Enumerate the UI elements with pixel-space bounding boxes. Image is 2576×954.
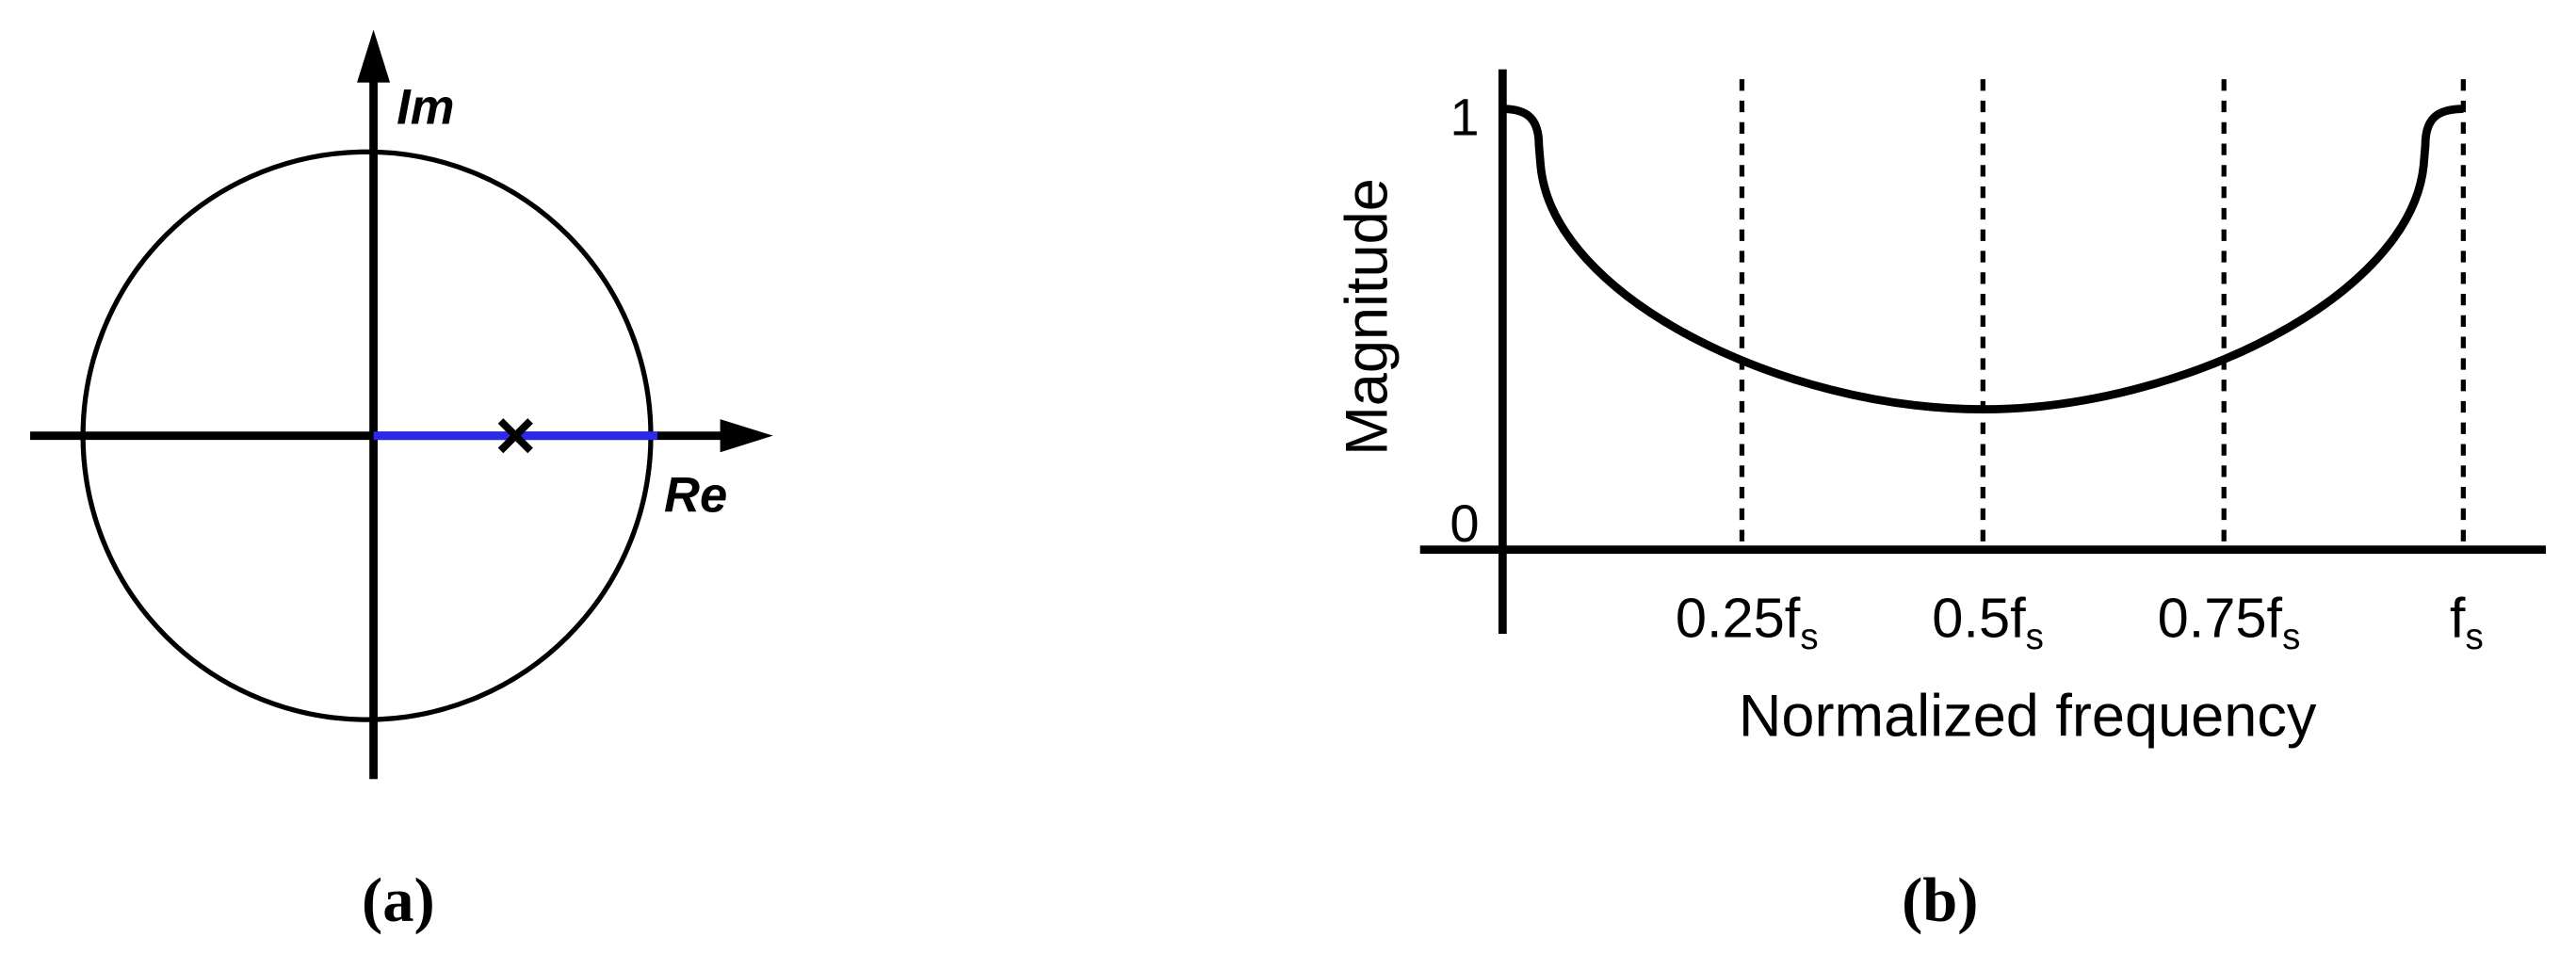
dashed-lines — [1739, 79, 2466, 550]
caption: (a) — [362, 866, 435, 935]
x-tick-label: 0.25fs — [1676, 587, 1819, 657]
tick-main: 0.75f — [2158, 587, 2283, 650]
tick-main: f — [2450, 587, 2466, 650]
magnitude-curve — [1502, 105, 2464, 414]
re-label: Re — [664, 467, 727, 523]
pole-marker — [497, 418, 533, 454]
y-top-label: 1 — [1450, 88, 1479, 147]
x-tick-labels: 0.25fs 0.5fs 0.75fs fs — [1676, 587, 2484, 657]
caption: (b) — [1902, 866, 1978, 935]
tick-main: 0.25f — [1676, 587, 1801, 650]
tick-subscript: s — [1800, 617, 1818, 657]
tick-main: 0.5f — [1932, 587, 2026, 650]
panel-b: 1 0 Magnitude 0.25fs 0.5fs 0.75fs fs Normal… — [1335, 69, 2546, 935]
x-tick-label: 0.5fs — [1932, 587, 2044, 657]
y-axis-label: Magnitude — [1335, 178, 1401, 456]
real-arrow — [720, 419, 773, 453]
im-label: Im — [397, 79, 454, 135]
imag-arrow — [357, 29, 391, 83]
x-tick-label: fs — [2450, 587, 2484, 657]
panel-a: Im Re (a) — [30, 29, 773, 935]
tick-subscript: s — [2465, 617, 2483, 657]
tick-subscript: s — [2026, 617, 2044, 657]
y-bottom-label: 0 — [1450, 493, 1479, 553]
tick-subscript: s — [2282, 617, 2300, 657]
x-tick-label: 0.75fs — [2158, 587, 2301, 657]
x-axis-label: Normalized frequency — [1739, 684, 2317, 750]
